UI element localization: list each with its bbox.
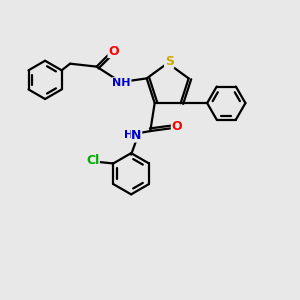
Text: N: N bbox=[131, 129, 142, 142]
Text: O: O bbox=[172, 120, 182, 133]
Text: H: H bbox=[124, 130, 133, 140]
Text: Cl: Cl bbox=[86, 154, 99, 167]
Text: S: S bbox=[165, 55, 174, 68]
Text: NH: NH bbox=[112, 78, 131, 88]
Text: O: O bbox=[108, 44, 119, 58]
